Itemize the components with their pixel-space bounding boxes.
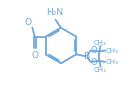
Text: H₂N: H₂N <box>46 8 64 17</box>
Text: CH₃: CH₃ <box>94 39 107 46</box>
Text: O: O <box>24 18 31 27</box>
Text: O: O <box>91 58 97 67</box>
Text: CH₃: CH₃ <box>105 48 118 54</box>
Text: CH₃: CH₃ <box>105 59 118 65</box>
Text: CH₃: CH₃ <box>94 67 107 73</box>
Text: O: O <box>91 46 97 55</box>
Text: B: B <box>83 52 89 61</box>
Text: O: O <box>31 51 38 60</box>
